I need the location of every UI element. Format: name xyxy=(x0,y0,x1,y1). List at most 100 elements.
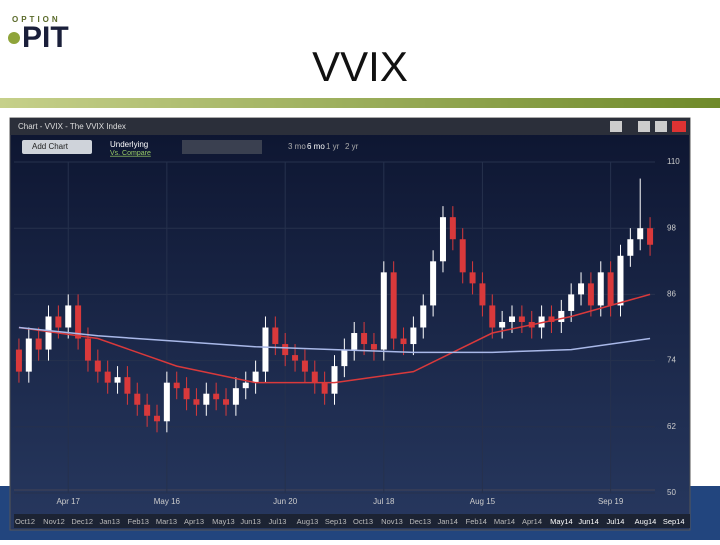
navigator-label: Jul13 xyxy=(269,517,287,526)
candle-body xyxy=(509,316,516,322)
navigator-label: Sep13 xyxy=(325,517,347,526)
candle-body xyxy=(380,272,387,350)
navigator-label: Sep14 xyxy=(663,517,685,526)
navigator-label: May14 xyxy=(550,517,573,526)
navigator-label: Dec12 xyxy=(71,517,93,526)
candle-body xyxy=(163,382,170,422)
candle-body xyxy=(114,377,121,383)
candle-body xyxy=(331,366,338,394)
add-chart-label: Add Chart xyxy=(32,142,69,151)
minimize-button[interactable] xyxy=(638,121,650,132)
candle-body xyxy=(65,305,72,328)
candle-body xyxy=(361,333,368,345)
candle-body xyxy=(223,399,230,405)
y-tick-label: 86 xyxy=(667,290,676,299)
candle-body xyxy=(272,327,279,345)
x-tick-label: Jul 18 xyxy=(373,497,395,506)
candle-body xyxy=(292,355,299,361)
navigator-label: Feb13 xyxy=(128,517,149,526)
candle-body xyxy=(617,255,624,306)
window-title: Chart - VVIX - The VVIX Index xyxy=(18,122,126,131)
candle-body xyxy=(351,333,358,350)
x-tick-label: Apr 17 xyxy=(56,497,80,506)
candle-body xyxy=(459,239,466,273)
x-tick-label: May 16 xyxy=(154,497,181,506)
navigator-label: Dec13 xyxy=(409,517,431,526)
candle-body xyxy=(597,272,604,306)
underlying-label[interactable]: Underlying xyxy=(110,140,148,149)
candle-body xyxy=(400,338,407,345)
compare-link[interactable]: Vs. Compare xyxy=(110,150,151,157)
candle-body xyxy=(25,338,32,372)
candle-body xyxy=(578,283,585,295)
navigator-label: Apr14 xyxy=(522,517,542,526)
candle-body xyxy=(627,239,634,256)
candle-body xyxy=(153,415,160,422)
candle-body xyxy=(262,327,269,372)
candle-body xyxy=(430,261,437,306)
candle-body xyxy=(55,316,62,328)
candle-body xyxy=(489,305,496,328)
candle-body xyxy=(321,382,328,394)
candle-body xyxy=(420,305,427,328)
candle-body xyxy=(124,377,131,394)
navigator-label: Jan13 xyxy=(100,517,120,526)
navigator-label: May13 xyxy=(212,517,235,526)
navigator-label: Jun14 xyxy=(578,517,598,526)
navigator-label: Feb14 xyxy=(466,517,487,526)
range-button[interactable]: 3 mo xyxy=(288,142,306,151)
candle-body xyxy=(134,393,141,405)
candle-body xyxy=(104,371,111,383)
candle-body xyxy=(637,228,644,240)
candle-body xyxy=(183,388,190,400)
candle-body xyxy=(410,327,417,345)
add-chart-button[interactable] xyxy=(22,140,92,154)
candle-body xyxy=(479,283,486,306)
candle-body xyxy=(449,217,456,240)
candle-body xyxy=(75,305,82,339)
candle-body xyxy=(94,360,101,372)
candle-body xyxy=(203,393,210,405)
candle-body xyxy=(252,371,259,383)
candle-body xyxy=(301,360,308,372)
candle-body xyxy=(548,316,555,322)
navigator-label: Jun13 xyxy=(240,517,260,526)
x-tick-label: Aug 15 xyxy=(470,497,496,506)
navigator-label: Oct13 xyxy=(353,517,373,526)
candle-body xyxy=(193,399,200,405)
x-tick-label: Jun 20 xyxy=(273,497,298,506)
window-titlebar xyxy=(10,118,690,135)
range-button[interactable]: 1 yr xyxy=(326,142,340,151)
candle-body xyxy=(370,344,377,350)
candle-body xyxy=(232,388,239,405)
range-button[interactable]: 2 yr xyxy=(345,142,359,151)
navigator-label: Jul14 xyxy=(607,517,625,526)
candle-body xyxy=(518,316,525,322)
navigator[interactable] xyxy=(14,514,690,528)
x-tick-label: Sep 19 xyxy=(598,497,624,506)
candle-body xyxy=(213,393,220,400)
navigator-label: Apr13 xyxy=(184,517,204,526)
close-button[interactable] xyxy=(672,121,686,132)
tool-strip[interactable] xyxy=(182,140,262,154)
navigator-label: Jan14 xyxy=(438,517,458,526)
candle-body xyxy=(607,272,614,306)
logo-dot xyxy=(8,32,20,44)
candle-body xyxy=(173,382,180,389)
candle-body xyxy=(341,349,348,367)
y-tick-label: 62 xyxy=(667,422,676,431)
navigator-label: Mar13 xyxy=(156,517,177,526)
candle-body xyxy=(15,349,22,372)
candle-body xyxy=(144,404,151,416)
range-button[interactable]: 6 mo xyxy=(307,142,325,151)
navigator-label: Nov12 xyxy=(43,517,65,526)
divider xyxy=(0,98,720,108)
window-icon[interactable] xyxy=(610,121,622,132)
candle-body xyxy=(35,338,42,350)
candle-body xyxy=(84,338,91,361)
chart-window xyxy=(9,117,691,531)
candle-body xyxy=(282,344,289,356)
maximize-button[interactable] xyxy=(655,121,667,132)
